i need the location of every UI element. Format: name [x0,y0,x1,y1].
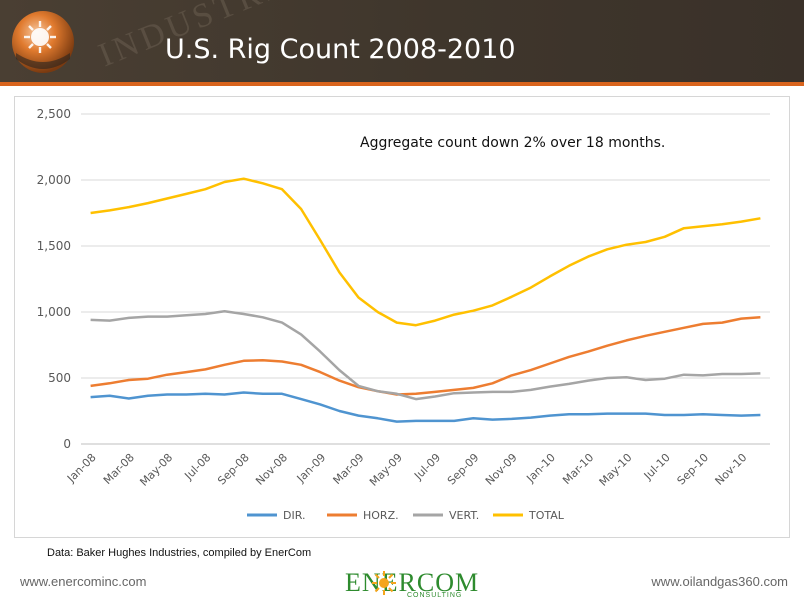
legend-label: HORZ. [363,509,399,522]
x-tick-label: Jul-10 [641,451,673,483]
x-tick-label: Sep-08 [215,451,252,488]
legend-label: VERT. [449,509,479,522]
gridlines [81,113,770,445]
globe-logo-icon [12,11,74,73]
enercom-logo-subtext: CONSULTING [407,592,463,599]
series-lines [90,177,761,423]
x-tick-label: Nov-08 [253,451,290,488]
legend-label: TOTAL [528,509,565,522]
y-tick-label: 0 [63,437,71,451]
enercom-logo-text: ENERCOM [345,568,480,597]
chart-frame: 0 500 1,000 1,500 2,000 2,500 Jan-08 Mar-08 May… [14,96,790,538]
footer-link-left[interactable]: www.enercominc.com [20,574,147,589]
footer-link-right[interactable]: www.oilandgas360.com [651,574,788,589]
y-tick-label: 2,000 [37,173,71,187]
enercom-logo: ENERCOM CONSULTING [345,568,478,604]
x-tick-label: Jul-08 [182,451,214,483]
slide-header: INDUSTRIES U.S. Rig Count 2008-2010 [0,0,804,82]
x-tick-label: Nov-09 [483,451,520,488]
series-line-horz [90,316,761,396]
y-axis-ticks: 0 500 1,000 1,500 2,000 2,500 [37,107,71,451]
x-tick-label: Sep-09 [445,451,482,488]
source-note: Data: Baker Hughes Industries, compiled … [47,547,312,559]
x-tick-label: Jan-09 [294,451,329,486]
x-tick-label: Mar-08 [101,451,137,487]
chart-annotation: Aggregate count down 2% over 18 months. [360,135,665,151]
header-accent-rule [0,82,804,86]
y-tick-label: 1,500 [37,239,71,253]
y-tick-label: 500 [48,371,71,385]
x-axis-ticks: Jan-08 Mar-08 May-08 Jul-08 Sep-08 Nov-08 Jan-… [64,451,749,489]
x-tick-label: Nov-10 [713,451,750,488]
x-tick-label: May-10 [597,451,635,489]
x-tick-label: Mar-09 [331,451,367,487]
x-tick-label: Jul-09 [411,451,443,483]
x-tick-label: Jan-10 [523,451,558,486]
series-line-total [90,177,761,327]
x-tick-label: May-09 [367,451,405,489]
chart-legend: DIR. HORZ. VERT. TOTAL [247,509,565,522]
legend-label: DIR. [283,509,305,522]
sun-icon [372,571,396,595]
y-tick-label: 2,500 [37,107,71,121]
series-line-dir [90,391,761,423]
x-tick-label: Mar-10 [560,451,596,487]
y-tick-label: 1,000 [37,305,71,319]
series-line-vert [90,310,761,401]
x-tick-label: Sep-10 [675,451,712,488]
x-tick-label: May-08 [137,451,175,489]
slide-title: U.S. Rig Count 2008-2010 [165,34,516,65]
x-tick-label: Jan-08 [64,451,99,486]
